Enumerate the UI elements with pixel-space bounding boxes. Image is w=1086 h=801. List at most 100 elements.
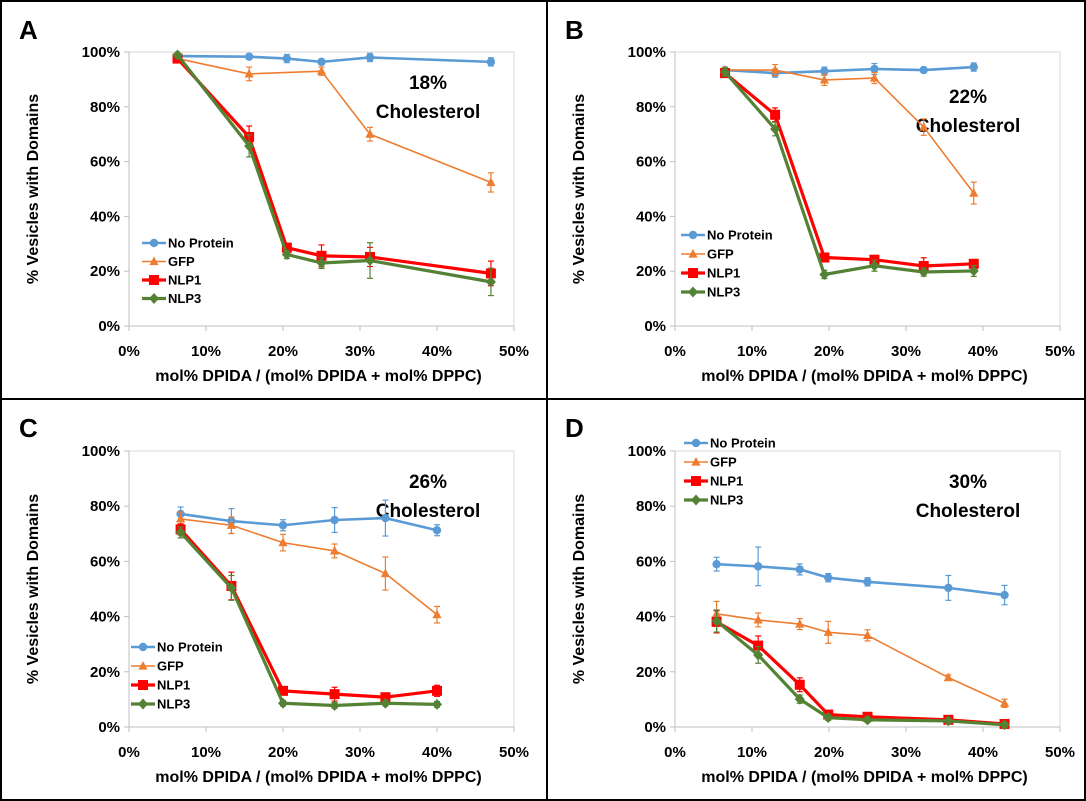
- data-point: [711, 615, 722, 627]
- x-tick-label: 40%: [422, 343, 452, 360]
- data-point: [770, 65, 780, 74]
- panel-a: 0% 20% 40% 60% 80% 100% 0% 10% 20% 30% 40% 50% mol% …: [0, 0, 548, 400]
- data-point: [172, 49, 183, 61]
- y-tick-label: 80%: [90, 498, 120, 515]
- data-point: [943, 715, 954, 727]
- legend-entry: NLP1: [710, 474, 743, 489]
- y-tick-label: 40%: [90, 208, 120, 225]
- legend-entry: NLP3: [710, 493, 743, 508]
- y-tick-label: 100%: [82, 44, 120, 61]
- data-point: [753, 649, 764, 661]
- annotation-line-2: Cholesterol: [916, 116, 1021, 137]
- legend-entry: NLP1: [707, 266, 740, 281]
- data-point: [281, 248, 292, 260]
- data-point: [968, 265, 979, 277]
- x-tick-label: 30%: [891, 343, 921, 360]
- data-point: [432, 685, 442, 696]
- legend-marker: [688, 286, 698, 298]
- legend-marker: [149, 275, 159, 285]
- panel-c: 0% 20% 40% 60% 80% 100% 0% 10% 20% 30% 40% 50% mol% …: [0, 398, 548, 801]
- data-point: [380, 568, 391, 578]
- series-line-no-protein: [724, 65, 974, 75]
- series-gfp: [175, 511, 442, 624]
- data-point: [381, 513, 390, 523]
- data-point: [278, 521, 288, 530]
- data-point: [795, 619, 805, 628]
- legend-marker: [691, 494, 701, 506]
- data-point: [753, 640, 764, 651]
- data-point: [329, 689, 340, 700]
- x-tick-label: 20%: [814, 744, 844, 761]
- data-point: [999, 698, 1010, 707]
- series-nlp3: [720, 66, 979, 280]
- data-point: [432, 526, 442, 535]
- data-point: [226, 582, 237, 594]
- data-point: [824, 573, 833, 582]
- y-tick-label: 100%: [628, 443, 666, 460]
- data-point: [278, 685, 288, 696]
- data-point: [720, 66, 731, 78]
- legend-marker: [691, 438, 701, 448]
- y-tick-label: 0%: [644, 719, 666, 736]
- x-tick-label: 30%: [345, 744, 375, 761]
- legend-marker: [691, 476, 701, 486]
- data-point: [712, 559, 721, 569]
- data-point: [365, 53, 375, 62]
- x-tick-label: 30%: [891, 744, 921, 761]
- y-tick-label: 60%: [90, 154, 120, 171]
- data-point: [486, 177, 496, 187]
- data-point: [819, 268, 830, 280]
- y-axis-title: % Vesicles with Domains: [25, 94, 42, 284]
- x-tick-label: 40%: [422, 744, 452, 761]
- y-tick-label: 100%: [82, 443, 120, 460]
- legend-marker: [138, 698, 148, 710]
- data-point: [380, 692, 391, 703]
- y-tick-label: 80%: [90, 99, 120, 116]
- y-tick-label: 20%: [90, 263, 120, 280]
- legend-marker: [149, 293, 159, 304]
- legend-entry: NLP1: [168, 273, 201, 288]
- legend-entry: GFP: [168, 254, 195, 269]
- x-tick-label: 50%: [1045, 343, 1075, 360]
- y-tick-label: 80%: [636, 99, 666, 116]
- data-point: [486, 57, 496, 67]
- legend-marker: [149, 238, 159, 248]
- series-nlp3: [711, 609, 1010, 731]
- y-tick-label: 40%: [636, 208, 666, 225]
- data-point: [944, 583, 953, 593]
- panel-frame: [546, 398, 1086, 801]
- series-nlp3: [175, 526, 442, 711]
- annotation-line-1: 26%: [409, 472, 447, 493]
- data-point: [1000, 590, 1009, 600]
- x-tick-label: 40%: [968, 343, 998, 360]
- x-tick-label: 20%: [268, 343, 298, 360]
- data-point: [175, 513, 186, 523]
- series-line-nlp3: [176, 54, 492, 284]
- data-point: [485, 276, 496, 288]
- data-point: [819, 252, 830, 263]
- annotation-line-2: Cholesterol: [916, 501, 1021, 522]
- data-point: [278, 537, 288, 547]
- y-tick-label: 0%: [644, 318, 666, 335]
- data-point: [753, 614, 763, 624]
- data-point: [870, 64, 879, 74]
- x-axis-title: mol% DPIDA / (mol% DPIDA + mol% DPPC): [701, 769, 1027, 786]
- legend-entry: NLP3: [157, 697, 190, 712]
- data-point: [918, 266, 929, 278]
- legend: No Protein GFP NLP1 NLP3: [681, 228, 773, 300]
- panel-label: B: [565, 15, 584, 45]
- x-tick-label: 50%: [1045, 744, 1075, 761]
- data-point: [820, 66, 829, 76]
- panel-frame: [0, 398, 548, 801]
- legend-marker: [138, 661, 148, 670]
- x-tick-label: 0%: [664, 343, 686, 360]
- data-point: [862, 630, 873, 639]
- data-point: [869, 73, 880, 82]
- series-line-nlp3: [179, 531, 438, 708]
- data-point: [753, 562, 763, 571]
- y-tick-label: 60%: [636, 154, 666, 171]
- annotation-line-2: Cholesterol: [376, 501, 481, 522]
- legend-entry: No Protein: [168, 236, 234, 251]
- annotation-line-1: 18%: [409, 73, 447, 94]
